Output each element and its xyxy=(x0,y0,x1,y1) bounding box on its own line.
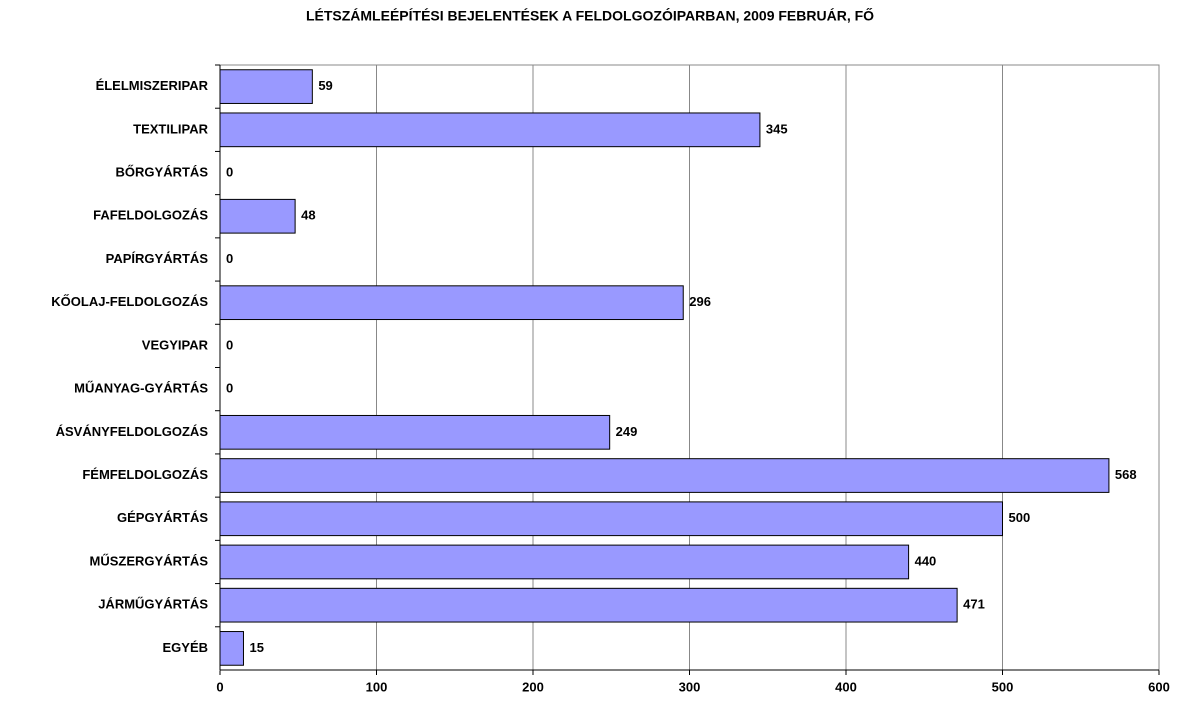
bar xyxy=(219,458,1110,493)
x-tick-label: 300 xyxy=(679,679,701,694)
bar xyxy=(219,587,958,623)
data-label: 296 xyxy=(689,294,711,309)
y-tick-label: ÁSVÁNYFELDOLGOZÁS xyxy=(56,424,209,439)
y-tick-label: ÉLELMISZERIPAR xyxy=(96,78,209,93)
data-label: 0 xyxy=(226,164,233,179)
bar xyxy=(219,501,1003,537)
data-label: 15 xyxy=(249,640,263,655)
x-tick-label: 400 xyxy=(835,679,857,694)
y-tick-label: MŰANYAG-GYÁRTÁS xyxy=(74,381,208,396)
data-label: 471 xyxy=(963,597,985,612)
y-tick-label: MŰSZERGYÁRTÁS xyxy=(90,553,209,568)
x-tick-label: 100 xyxy=(366,679,388,694)
y-tick-label: BŐRGYÁRTÁS xyxy=(116,164,209,179)
data-label: 568 xyxy=(1115,467,1137,482)
x-tick-label: 600 xyxy=(1148,679,1170,694)
data-label: 249 xyxy=(616,424,638,439)
data-label: 440 xyxy=(915,553,937,568)
bar xyxy=(219,544,910,580)
y-tick-label: PAPÍRGYÁRTÁS xyxy=(106,251,209,266)
y-tick-label: JÁRMŰGYÁRTÁS xyxy=(98,597,208,612)
data-label: 500 xyxy=(1009,510,1031,525)
data-label: 59 xyxy=(318,78,332,93)
bar xyxy=(219,285,684,321)
data-label: 48 xyxy=(301,208,315,223)
x-tick-label: 200 xyxy=(522,679,544,694)
y-tick-label: GÉPGYÁRTÁS xyxy=(117,510,208,525)
x-tick-label: 0 xyxy=(216,679,223,694)
bar xyxy=(219,69,313,104)
bar xyxy=(219,112,761,148)
chart-title: LÉTSZÁMLEÉPÍTÉSI BEJELENTÉSEK A FELDOLGO… xyxy=(306,7,874,24)
data-label: 0 xyxy=(226,337,233,352)
y-tick-label: KŐOLAJ-FELDOLGOZÁS xyxy=(51,294,208,309)
bar xyxy=(219,414,611,450)
bar xyxy=(219,631,244,666)
y-tick-label: FÉMFELDOLGOZÁS xyxy=(82,467,208,482)
y-tick-label: EGYÉB xyxy=(162,640,208,655)
data-label: 0 xyxy=(226,251,233,266)
y-tick-label: TEXTILIPAR xyxy=(133,121,208,136)
x-tick-label: 500 xyxy=(992,679,1014,694)
y-tick-label: FAFELDOLGOZÁS xyxy=(93,208,208,223)
y-tick-label: VEGYIPAR xyxy=(142,337,209,352)
data-label: 0 xyxy=(226,381,233,396)
data-label: 345 xyxy=(766,121,788,136)
bar xyxy=(219,198,296,234)
